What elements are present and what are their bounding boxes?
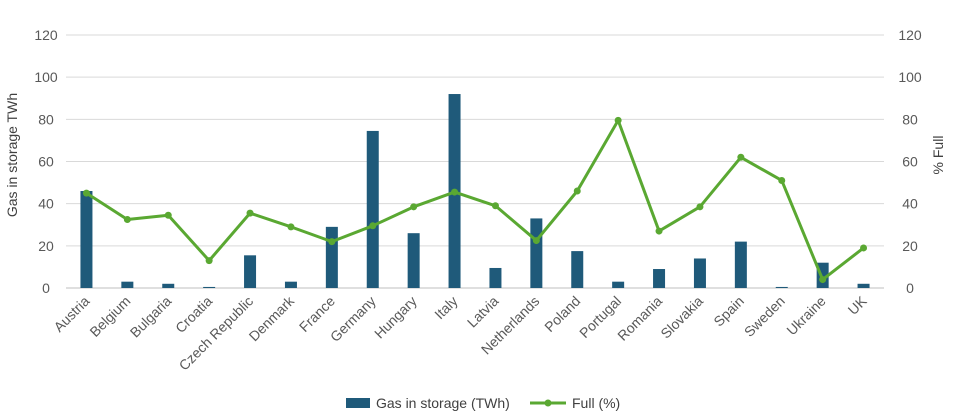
y-tick-label: 0: [42, 280, 50, 296]
bar: [857, 283, 870, 288]
bar: [734, 241, 747, 288]
x-tick-label: Slovakia: [657, 293, 706, 342]
y2-tick-label: 60: [902, 154, 918, 170]
y2-tick-label: 80: [902, 111, 918, 127]
y-tick-label: 100: [34, 69, 58, 85]
bar: [693, 258, 706, 288]
x-tick-label: Denmark: [246, 292, 298, 344]
line-point: [696, 203, 704, 211]
y-axis-title: Gas in storage TWh: [4, 93, 20, 217]
line-point: [655, 227, 663, 235]
line-point: [82, 189, 90, 197]
line-point: [778, 176, 786, 184]
x-tick-label: Spain: [710, 293, 747, 330]
x-tick-label: Hungary: [371, 293, 420, 342]
bar: [244, 255, 257, 288]
y2-axis-title: % Full: [930, 136, 946, 175]
line-point: [573, 187, 581, 195]
line-point: [532, 237, 540, 245]
legend: Gas in storage (TWh) Full (%): [346, 395, 620, 411]
legend-swatch-bar: [346, 398, 370, 408]
line-point: [860, 244, 868, 252]
legend-label-line: Full (%): [572, 395, 620, 411]
bar: [284, 281, 297, 288]
bar: [407, 233, 420, 288]
x-tick-label: Czech Republic: [176, 293, 257, 374]
bar: [571, 251, 584, 288]
y2-tick-label: 0: [906, 280, 914, 296]
bar: [325, 226, 338, 288]
line-point: [369, 222, 377, 230]
line-point: [410, 203, 418, 211]
x-tick-label: Ukraine: [783, 293, 829, 339]
x-tick-label: Bulgaria: [127, 293, 175, 341]
legend-label-bar: Gas in storage (TWh): [376, 395, 510, 411]
x-tick-label: Belgium: [86, 293, 133, 340]
right-axis-ticks: 0 20 40 60 80 100 120: [898, 27, 922, 296]
x-tick-label: Germany: [327, 293, 379, 345]
bar: [530, 218, 543, 288]
bar: [162, 283, 175, 288]
line-point: [328, 238, 336, 246]
bar-series: [80, 94, 870, 289]
y-tick-label: 20: [38, 238, 54, 254]
line-point: [819, 276, 827, 284]
bar: [489, 267, 502, 288]
line-point: [123, 215, 131, 223]
bar: [653, 269, 666, 288]
x-tick-label: Italy: [431, 293, 460, 322]
bar: [203, 286, 216, 288]
line-point: [287, 223, 295, 231]
bar: [80, 191, 93, 288]
gridlines: [66, 34, 884, 289]
line-point: [451, 188, 459, 196]
bar: [366, 130, 379, 288]
line-point: [491, 202, 499, 210]
line-point: [205, 257, 213, 265]
x-tick-label: Romania: [614, 293, 665, 344]
x-tick-label: Latvia: [464, 293, 502, 331]
line-point: [737, 153, 745, 161]
y2-tick-label: 40: [902, 196, 918, 212]
line-series: [82, 116, 868, 284]
y2-tick-label: 20: [902, 238, 918, 254]
y-tick-label: 120: [34, 27, 58, 43]
line-point: [164, 211, 172, 219]
line-point: [246, 209, 254, 217]
bar: [775, 286, 788, 288]
x-tick-label: Sweden: [741, 293, 788, 340]
y2-tick-label: 100: [898, 69, 922, 85]
left-axis-ticks: 0 20 40 60 80 100 120: [34, 27, 58, 296]
y-tick-label: 40: [38, 196, 54, 212]
y-tick-label: 80: [38, 111, 54, 127]
bar: [121, 281, 134, 288]
y2-tick-label: 120: [898, 27, 922, 43]
series-line: [85, 118, 865, 282]
line-point: [614, 116, 622, 124]
x-tick-label: UK: [845, 292, 871, 318]
y-tick-label: 60: [38, 154, 54, 170]
bar: [612, 281, 625, 288]
legend-swatch-marker: [544, 399, 552, 407]
